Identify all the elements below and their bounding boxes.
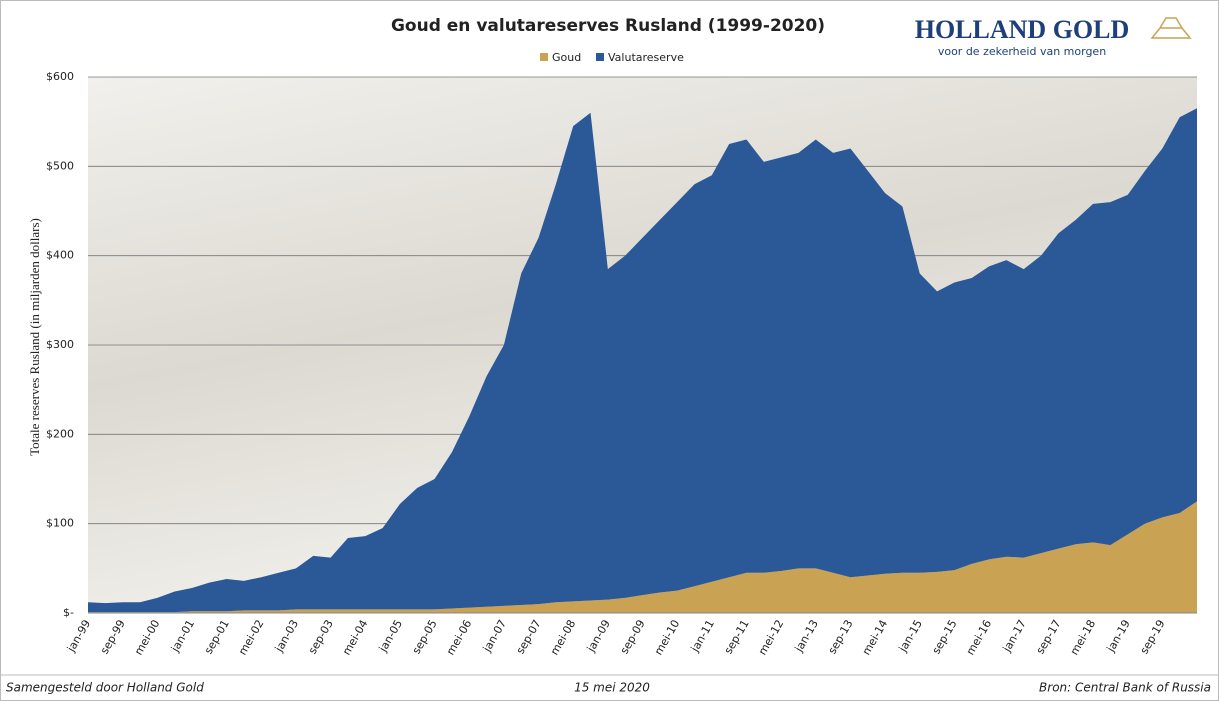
y-tick-label: $100	[46, 517, 74, 530]
legend-label: Valutareserve	[608, 51, 684, 64]
legend-swatch	[540, 53, 548, 61]
area	[88, 501, 1197, 613]
footer-left: Samengesteld door Holland Gold	[6, 681, 204, 695]
chart-title: Goud en valutareserves Rusland (1999-202…	[391, 16, 825, 36]
y-tick-label: $-	[63, 606, 74, 619]
y-tick-label: $400	[46, 249, 74, 262]
footer-center: 15 mei 2020	[574, 681, 650, 695]
y-axis-label: Totale reserves Rusland (in miljarden do…	[27, 218, 42, 456]
y-tick-label: $500	[46, 159, 74, 172]
logo-tagline: voor de zekerheid van morgen	[938, 45, 1106, 58]
legend-swatch	[596, 53, 604, 61]
footer-right: Bron: Central Bank of Russia	[1039, 681, 1211, 695]
y-tick-label: $200	[46, 427, 74, 440]
logo-name: HOLLAND GOLD	[915, 15, 1130, 44]
area	[88, 108, 1197, 613]
y-tick-label: $600	[46, 70, 74, 83]
legend-label: Goud	[552, 51, 581, 64]
logo-icon	[1150, 17, 1192, 39]
y-tick-label: $300	[46, 338, 74, 351]
